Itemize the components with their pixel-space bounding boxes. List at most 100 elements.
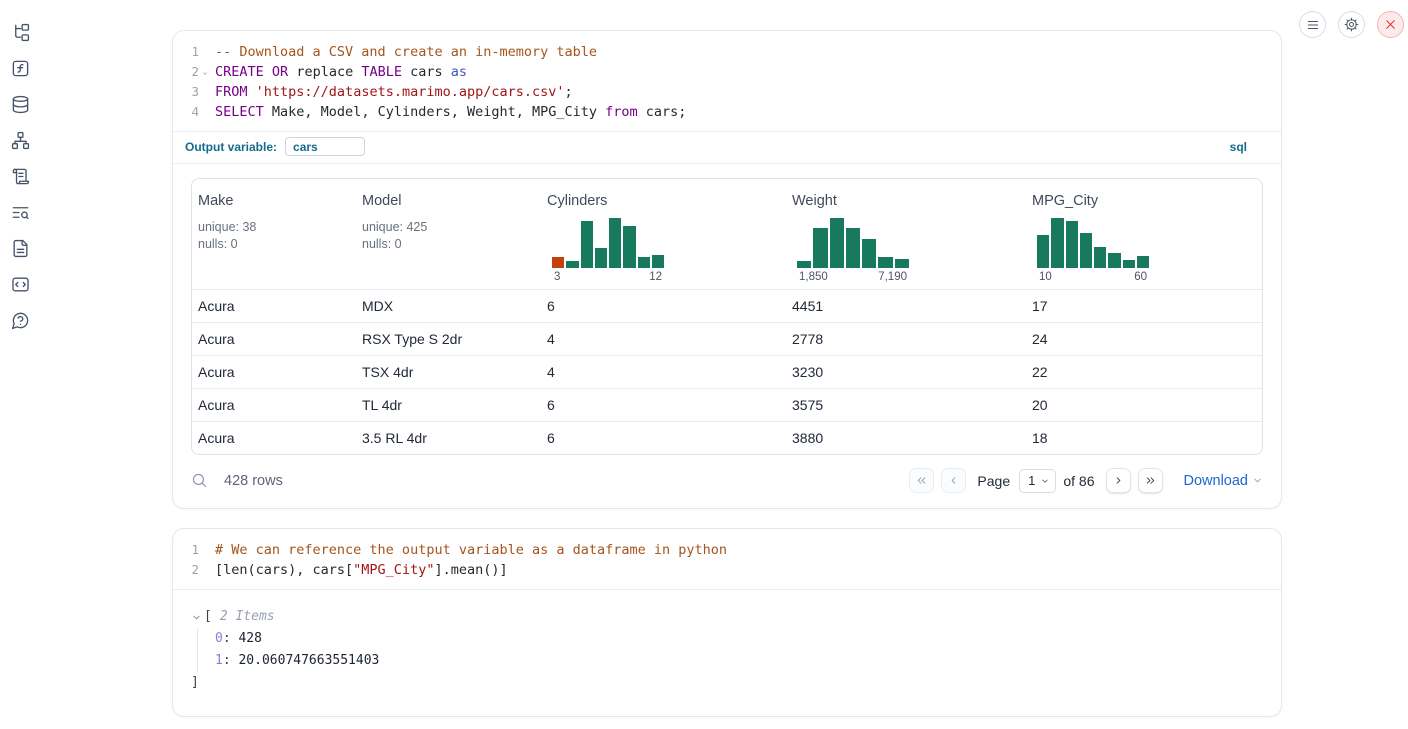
table-cell: RSX Type S 2dr bbox=[356, 331, 541, 347]
column-header-label[interactable]: MPG_City bbox=[1032, 193, 1098, 209]
table-row[interactable]: Acura3.5 RL 4dr6388018 bbox=[192, 421, 1262, 454]
token-plain bbox=[248, 84, 256, 100]
next-page-button[interactable] bbox=[1106, 468, 1131, 493]
python-code-editor[interactable]: 1# We can reference the output variable … bbox=[173, 529, 1281, 589]
search-icon[interactable] bbox=[191, 472, 209, 490]
code-line[interactable]: 2⌄CREATE OR replace TABLE cars as bbox=[173, 62, 1281, 82]
histogram-bar[interactable] bbox=[1066, 221, 1078, 268]
axis-min-label: 3 bbox=[554, 271, 560, 283]
first-page-button[interactable] bbox=[909, 468, 934, 493]
collapse-chevron-icon[interactable] bbox=[191, 611, 203, 623]
histogram-bar[interactable] bbox=[581, 221, 593, 268]
histogram-bar[interactable] bbox=[623, 226, 635, 268]
notebook-area: 1 -- Download a CSV and create an in-memo… bbox=[172, 30, 1282, 717]
histogram-bar[interactable] bbox=[652, 255, 664, 268]
table-cell: 20 bbox=[1026, 397, 1262, 413]
download-button[interactable]: Download bbox=[1184, 473, 1264, 489]
menu-button[interactable] bbox=[1299, 11, 1326, 38]
language-badge[interactable]: sql bbox=[1230, 140, 1247, 154]
python-output: [ 2 Items 0: 4281: 20.060747663551403 ] bbox=[173, 590, 1281, 716]
text-search-icon[interactable] bbox=[10, 202, 30, 222]
histogram-bar[interactable] bbox=[1108, 253, 1120, 268]
logs-scroll-icon[interactable] bbox=[10, 166, 30, 186]
histogram-bar[interactable] bbox=[1037, 235, 1049, 268]
histogram-bar[interactable] bbox=[595, 248, 607, 268]
python-cell: 1# We can reference the output variable … bbox=[172, 528, 1282, 717]
pagination: Page 1 of 86 Download bbox=[909, 468, 1263, 493]
functions-icon[interactable] bbox=[10, 58, 30, 78]
table-cell: 17 bbox=[1026, 298, 1262, 314]
column-header-label[interactable]: Cylinders bbox=[547, 193, 607, 209]
code-line[interactable]: 1# We can reference the output variable … bbox=[173, 540, 1281, 560]
table-row[interactable]: AcuraRSX Type S 2dr4277824 bbox=[192, 322, 1262, 355]
output-variable-input[interactable] bbox=[285, 137, 365, 156]
column-summary: unique: 425nulls: 0 bbox=[362, 219, 541, 253]
divider bbox=[173, 163, 1281, 164]
table-cell: 3880 bbox=[786, 430, 1026, 446]
token-string: "MPG_City" bbox=[353, 562, 434, 578]
help-icon[interactable] bbox=[10, 310, 30, 330]
summary-line: unique: 425 bbox=[362, 219, 541, 236]
table-cell: 22 bbox=[1026, 364, 1262, 380]
code-text: FROM 'https://datasets.marimo.app/cars.c… bbox=[211, 82, 573, 102]
token-keyword: SELECT bbox=[215, 104, 264, 120]
column-header-label[interactable]: Weight bbox=[792, 193, 837, 209]
prev-page-button[interactable] bbox=[941, 468, 966, 493]
download-label: Download bbox=[1184, 473, 1249, 489]
histogram-bar[interactable] bbox=[638, 257, 650, 268]
histogram-axis-labels: 1060 bbox=[1037, 271, 1149, 289]
page-select[interactable]: 1 bbox=[1019, 469, 1056, 493]
axis-max-label: 60 bbox=[1134, 271, 1147, 283]
output-tree-entry: 1: 20.060747663551403 bbox=[215, 650, 1263, 672]
histogram-bar[interactable] bbox=[552, 257, 564, 268]
code-text: SELECT Make, Model, Cylinders, Weight, M… bbox=[211, 102, 686, 122]
table-cell: 3.5 RL 4dr bbox=[356, 430, 541, 446]
column-header-label[interactable]: Model bbox=[362, 193, 402, 209]
histogram-bar[interactable] bbox=[830, 218, 844, 268]
histogram-bar[interactable] bbox=[1051, 218, 1063, 268]
line-number: 1 bbox=[173, 42, 199, 62]
histogram-bar[interactable] bbox=[797, 261, 811, 268]
code-line[interactable]: 3FROM 'https://datasets.marimo.app/cars.… bbox=[173, 82, 1281, 102]
histogram-bar[interactable] bbox=[1123, 260, 1135, 268]
database-icon[interactable] bbox=[10, 94, 30, 114]
output-tree-entry: 0: 428 bbox=[215, 628, 1263, 650]
topbar-actions bbox=[1299, 11, 1404, 38]
settings-button[interactable] bbox=[1338, 11, 1365, 38]
documentation-icon[interactable] bbox=[10, 238, 30, 258]
histogram-bar[interactable] bbox=[813, 228, 827, 268]
histogram-bar[interactable] bbox=[566, 261, 578, 268]
table-row[interactable]: AcuraMDX6445117 bbox=[192, 289, 1262, 322]
code-line[interactable]: 2[len(cars), cars["MPG_City"].mean()] bbox=[173, 560, 1281, 580]
code-text: -- Download a CSV and create an in-memor… bbox=[211, 42, 597, 62]
sql-code-editor[interactable]: 1 -- Download a CSV and create an in-memo… bbox=[173, 31, 1281, 131]
histogram-bar[interactable] bbox=[862, 239, 876, 268]
summary-line: unique: 38 bbox=[198, 219, 356, 236]
table-row[interactable]: AcuraTL 4dr6357520 bbox=[192, 388, 1262, 421]
last-page-button[interactable] bbox=[1138, 468, 1163, 493]
histogram-bar[interactable] bbox=[878, 257, 892, 268]
histogram-bar[interactable] bbox=[1137, 256, 1149, 268]
output-tree-items: 0: 4281: 20.060747663551403 bbox=[197, 628, 1263, 672]
dependency-graph-icon[interactable] bbox=[10, 130, 30, 150]
fold-chevron-icon[interactable]: ⌄ bbox=[199, 62, 211, 82]
histogram-bar[interactable] bbox=[609, 218, 621, 268]
table-cell: 4451 bbox=[786, 298, 1026, 314]
file-tree-icon[interactable] bbox=[10, 22, 30, 42]
histogram-bar[interactable] bbox=[846, 228, 860, 268]
histogram-bar[interactable] bbox=[895, 259, 909, 268]
column-header-label[interactable]: Make bbox=[198, 193, 233, 209]
histogram-bars bbox=[552, 216, 664, 268]
page-total-label: of 86 bbox=[1063, 473, 1094, 489]
shutdown-button[interactable] bbox=[1377, 11, 1404, 38]
fold-spacer bbox=[199, 42, 211, 62]
histogram-bar[interactable] bbox=[1094, 247, 1106, 268]
token-comment: -- Download a CSV and create an in-memor… bbox=[215, 44, 597, 60]
line-number: 2 bbox=[173, 62, 199, 82]
histogram-bar[interactable] bbox=[1080, 233, 1092, 268]
snippets-icon[interactable] bbox=[10, 274, 30, 294]
table-row[interactable]: AcuraTSX 4dr4323022 bbox=[192, 355, 1262, 388]
code-line[interactable]: 1 -- Download a CSV and create an in-memo… bbox=[173, 42, 1281, 62]
code-line[interactable]: 4SELECT Make, Model, Cylinders, Weight, … bbox=[173, 102, 1281, 122]
table-cell: TSX 4dr bbox=[356, 364, 541, 380]
